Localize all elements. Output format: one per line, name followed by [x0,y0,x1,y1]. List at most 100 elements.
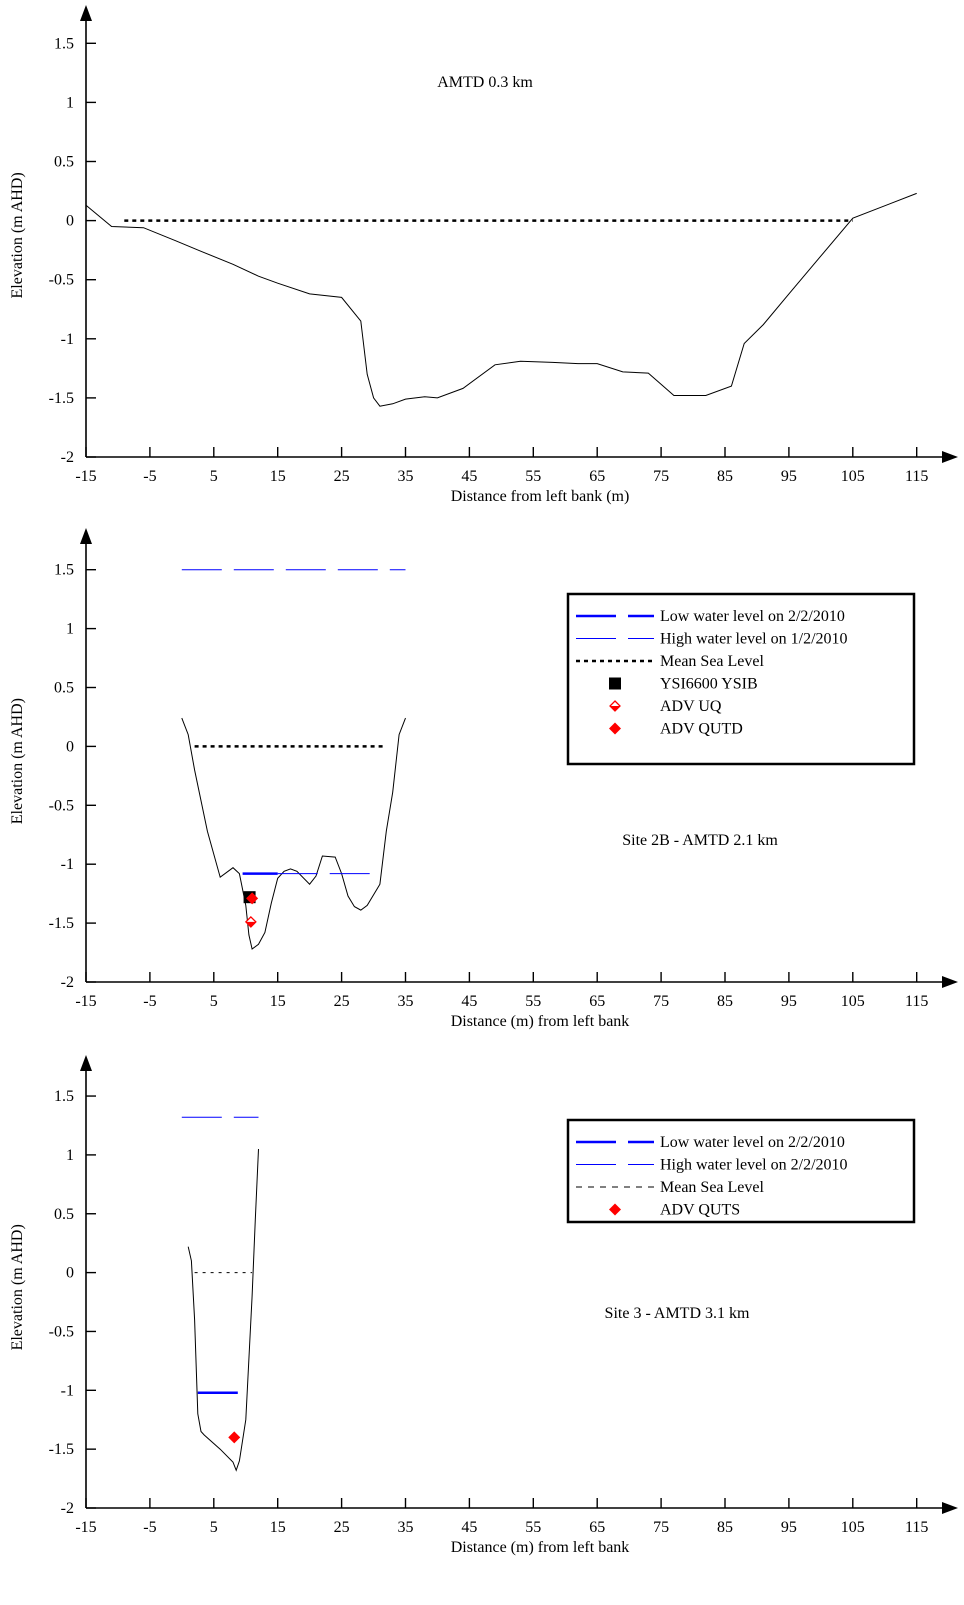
chart-top-x-tick-label: 35 [398,468,414,485]
chart-top-y-tick-label: 0 [66,213,74,230]
chart-middle-x-tick-label: 55 [525,993,541,1010]
chart-bottom-x-tick-label: 25 [334,1519,350,1536]
chart-middle-legend-box [566,592,916,766]
chart-bottom-x-tick-label: -15 [75,1519,96,1536]
chart-bottom-x-tick-label: 55 [525,1519,541,1536]
chart-bottom-series-profile [187,1148,259,1472]
chart-middle-y-tick-label: 0.5 [54,680,74,697]
chart-bottom-x-tick-label: 85 [717,1519,733,1536]
chart-middle-x-label: Distance (m) from left bank [451,1013,630,1030]
chart-bottom-y-tick-label: 1 [66,1147,74,1164]
chart-bottom-x-label: Distance (m) from left bank [451,1539,630,1556]
chart-middle-legend-marker [609,722,621,735]
chart-top-x-tick-label: 5 [210,468,218,485]
chart-top-y-tick-label: 1 [66,94,74,111]
chart-bottom-x-tick-label: 15 [270,1519,286,1536]
chart-top-series-profile [85,192,917,407]
chart-bottom-series-adv-point [228,1431,241,1444]
chart-bottom-x-tick-label: 95 [781,1519,797,1536]
chart-top-x-axis-arrow [942,451,958,463]
chart-middle-legend-label: High water level on 1/2/2010 [660,631,848,648]
chart-middle-x-tick-label: 45 [461,993,477,1010]
chart-middle-legend-marker-fill [610,706,620,711]
chart-middle-x-tick-label: 35 [398,993,414,1010]
chart-top-x-label: Distance from left bank (m) [451,488,630,505]
chart-middle-y-tick-label: -1 [61,856,74,873]
chart-bottom-x-tick-label: 105 [841,1519,865,1536]
chart-middle-legend-label: ADV QUTD [660,721,743,738]
chart-top-x-tick-label: 105 [841,468,865,485]
chart-middle-x-tick-label: 75 [653,993,669,1010]
chart-middle-y-tick-label: 1.5 [54,562,74,579]
chart-middle-x-tick-label: 105 [841,993,865,1010]
chart-top-x-tick-label: -15 [75,468,96,485]
chart-bottom-x-tick-label: 75 [653,1519,669,1536]
chart-middle-x-tick-label: -15 [75,993,96,1010]
chart-middle-x-tick-label: 85 [717,993,733,1010]
chart-middle-series-adv-point [246,892,259,905]
chart-middle-legend-label: Low water level on 2/2/2010 [660,608,845,625]
chart-top-y-label: Elevation (m AHD) [9,172,26,298]
chart-bottom-x-tick-label: 45 [461,1519,477,1536]
chart-middle-y-tick-label: -2 [61,974,74,991]
chart-top-y-tick-label: -1.5 [49,390,74,407]
chart-top-title: AMTD 0.3 km [437,74,533,91]
chart-middle-x-tick-label: 15 [270,993,286,1010]
chart-middle-y-tick-label: 0 [66,738,74,755]
chart-top-x-tick-label: 55 [525,468,541,485]
chart-top-y-tick-label: 0.5 [54,154,74,171]
chart-bottom-y-label: Elevation (m AHD) [9,1224,26,1350]
chart-bottom-y-axis-arrow [80,1055,92,1071]
chart-bottom-legend-marker [609,1203,621,1216]
chart-bottom-x-tick-label: -5 [143,1519,156,1536]
chart-top-y-tick-label: -1 [61,331,74,348]
chart-top-x-tick-label: 85 [717,468,733,485]
chart-bottom-y-tick-label: -1.5 [49,1441,74,1458]
chart-middle-y-tick-label: 1 [66,621,74,638]
chart-bottom-y-tick-label: 0.5 [54,1206,74,1223]
chart-middle-legend-label: Mean Sea Level [660,653,765,670]
chart-bottom-y-tick-label: -2 [61,1500,74,1517]
chart-middle-y-tick-label: -1.5 [49,915,74,932]
chart-middle-y-label: Elevation (m AHD) [9,698,26,824]
chart-top-x-tick-label: 65 [589,468,605,485]
chart-bottom-y-tick-label: -0.5 [49,1323,74,1340]
chart-bottom-x-tick-label: 65 [589,1519,605,1536]
chart-bottom-legend-label: ADV QUTS [660,1202,740,1219]
chart-top-x-tick-label: 25 [334,468,350,485]
chart-top-x-tick-label: 75 [653,468,669,485]
chart-bottom-legend-label: Low water level on 2/2/2010 [660,1134,845,1151]
chart-bottom-x-tick-label: 115 [905,1519,928,1536]
chart-middle-x-tick-label: 95 [781,993,797,1010]
chart-bottom-y-tick-label: -1 [61,1382,74,1399]
chart-middle-x-tick-label: 5 [210,993,218,1010]
chart-middle-series-adv-open-point-fill [245,921,256,927]
chart-bottom-x-tick-label: 5 [210,1519,218,1536]
chart-top-x-tick-label: 15 [270,468,286,485]
chart-middle-x-axis-arrow [942,976,958,988]
chart-middle-series-profile [181,717,406,950]
chart-bottom-title: Site 3 - AMTD 3.1 km [605,1305,750,1322]
chart-bottom-y-tick-label: 0 [66,1265,74,1282]
chart-middle-y-axis-arrow [80,528,92,544]
chart-middle-x-tick-label: 115 [905,993,928,1010]
chart-top-y-tick-label: 1.5 [54,35,74,52]
chart-top-x-tick-label: -5 [143,468,156,485]
chart-top-y-axis-arrow [80,5,92,21]
chart-middle-legend-marker [609,677,621,690]
chart-bottom-x-tick-label: 35 [398,1519,414,1536]
chart-top-x-tick-label: 95 [781,468,797,485]
chart-top-x-tick-label: 115 [905,468,928,485]
chart-bottom-y-tick-label: 1.5 [54,1088,74,1105]
chart-middle-x-tick-label: 25 [334,993,350,1010]
chart-middle-title: Site 2B - AMTD 2.1 km [622,832,778,849]
chart-middle-x-tick-label: 65 [589,993,605,1010]
chart-top-x-tick-label: 45 [461,468,477,485]
chart-top-y-tick-label: -0.5 [49,272,74,289]
chart-bottom-legend-box [566,1118,916,1224]
chart-top-y-tick-label: -2 [61,449,74,466]
chart-middle-legend-label: ADV UQ [660,698,722,715]
chart-middle-y-tick-label: -0.5 [49,797,74,814]
chart-bottom-legend-label: Mean Sea Level [660,1179,765,1196]
